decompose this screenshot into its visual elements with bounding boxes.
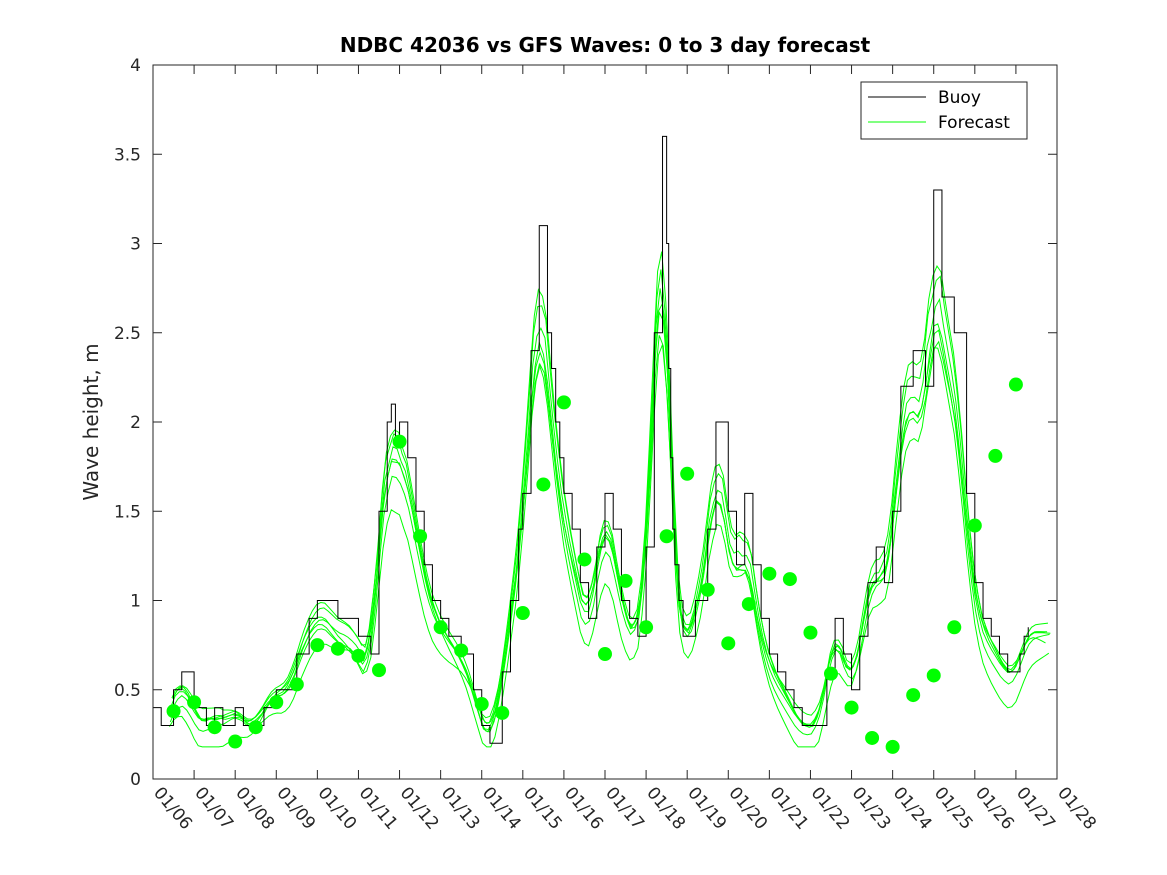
x-tick-label: 01/22 — [807, 783, 854, 833]
forecast-marker — [577, 552, 592, 567]
y-tick-label: 1 — [130, 592, 141, 612]
x-tick-label: 01/17 — [601, 783, 648, 833]
chart-title: NDBC 42036 vs GFS Waves: 0 to 3 day fore… — [340, 33, 871, 57]
x-tick-label: 01/15 — [519, 783, 566, 833]
forecast-marker — [392, 434, 407, 449]
x-tick-label: 01/10 — [314, 783, 361, 833]
forecast-marker — [536, 477, 551, 492]
y-axis: 0 0.5 1 1.5 2 2.5 3 3.5 4 — [114, 56, 1057, 790]
forecast-marker — [269, 695, 284, 710]
x-tick-label: 01/16 — [560, 783, 607, 833]
x-tick-label: 01/28 — [1053, 783, 1100, 833]
forecast-marker — [659, 529, 674, 544]
forecast-marker — [556, 395, 571, 410]
y-tick-label: 2.5 — [114, 324, 141, 344]
x-tick-label: 01/19 — [683, 783, 730, 833]
x-tick-label: 01/27 — [1012, 783, 1059, 833]
forecast-marker — [824, 666, 838, 681]
legend-buoy-label: Buoy — [938, 88, 981, 108]
y-tick-label: 0 — [130, 770, 141, 790]
forecast-marker — [351, 648, 366, 663]
forecast-marker — [741, 597, 756, 612]
forecast-marker — [248, 720, 263, 735]
forecast-marker — [988, 448, 1003, 463]
legend-forecast-label: Forecast — [938, 113, 1010, 133]
x-tick-label: 01/26 — [971, 783, 1018, 833]
legend-box — [860, 81, 1028, 140]
forecast-marker — [413, 529, 428, 544]
forecast-marker — [495, 705, 510, 720]
x-tick-label: 01/24 — [889, 783, 936, 833]
forecast-marker — [207, 720, 222, 735]
x-tick-label: 01/25 — [930, 783, 977, 833]
forecast-marker — [166, 704, 181, 719]
buoy-line — [153, 135, 1029, 744]
x-tick-label: 01/06 — [149, 783, 196, 833]
x-tick-label: 01/18 — [642, 783, 689, 833]
x-tick-label: 01/08 — [231, 783, 278, 833]
plot-background — [153, 65, 1057, 779]
x-tick-label: 01/13 — [437, 783, 484, 833]
forecast-marker — [721, 636, 736, 651]
forecast-marker — [515, 605, 530, 620]
forecast-marker — [1008, 377, 1023, 392]
y-tick-label: 0.5 — [114, 681, 141, 701]
y-axis-label: Wave height, m — [79, 343, 103, 500]
y-tick-label: 2 — [130, 413, 141, 433]
forecast-marker — [906, 688, 921, 703]
forecast-marker — [598, 647, 612, 662]
legend: Buoy Forecast — [860, 81, 1028, 140]
forecast-marker — [782, 572, 797, 587]
y-tick-label: 1.5 — [114, 502, 141, 522]
forecast-marker — [865, 730, 880, 745]
y-tick-label: 3.5 — [114, 145, 141, 165]
forecast-marker — [762, 566, 777, 581]
forecast-marker — [228, 734, 243, 749]
forecast-line — [170, 288, 1051, 733]
forecast-markers — [166, 377, 1023, 754]
forecast-marker — [803, 625, 818, 640]
forecast-marker — [310, 638, 325, 653]
buoy-series-line — [153, 135, 1029, 744]
x-tick-label: 01/14 — [478, 783, 525, 833]
y-tick-label: 4 — [130, 56, 141, 76]
forecast-line — [173, 301, 1045, 733]
forecast-marker — [433, 620, 448, 635]
y-tick-label: 3 — [130, 235, 141, 255]
forecast-marker — [454, 643, 469, 658]
x-tick-label: 01/09 — [272, 783, 319, 833]
forecast-line — [172, 251, 1049, 728]
x-tick-label: 01/21 — [766, 783, 813, 833]
x-tick-label: 01/11 — [355, 783, 402, 833]
forecast-marker — [967, 518, 982, 533]
forecast-marker — [187, 695, 202, 710]
forecast-marker — [618, 573, 633, 588]
forecast-marker — [330, 641, 345, 656]
forecast-marker — [700, 582, 715, 597]
x-tick-label: 01/20 — [724, 783, 771, 833]
x-tick-label: 01/23 — [848, 783, 895, 833]
forecast-marker — [474, 697, 489, 712]
forecast-marker — [372, 663, 386, 678]
forecast-marker — [639, 620, 654, 635]
forecast-marker — [289, 677, 304, 692]
forecast-marker — [947, 620, 962, 635]
forecast-marker — [885, 739, 900, 754]
forecast-marker — [844, 700, 859, 715]
x-tick-label: 01/12 — [396, 783, 443, 833]
forecast-marker — [680, 466, 695, 481]
forecast-marker — [926, 668, 941, 683]
x-tick-label: 01/07 — [190, 783, 237, 833]
